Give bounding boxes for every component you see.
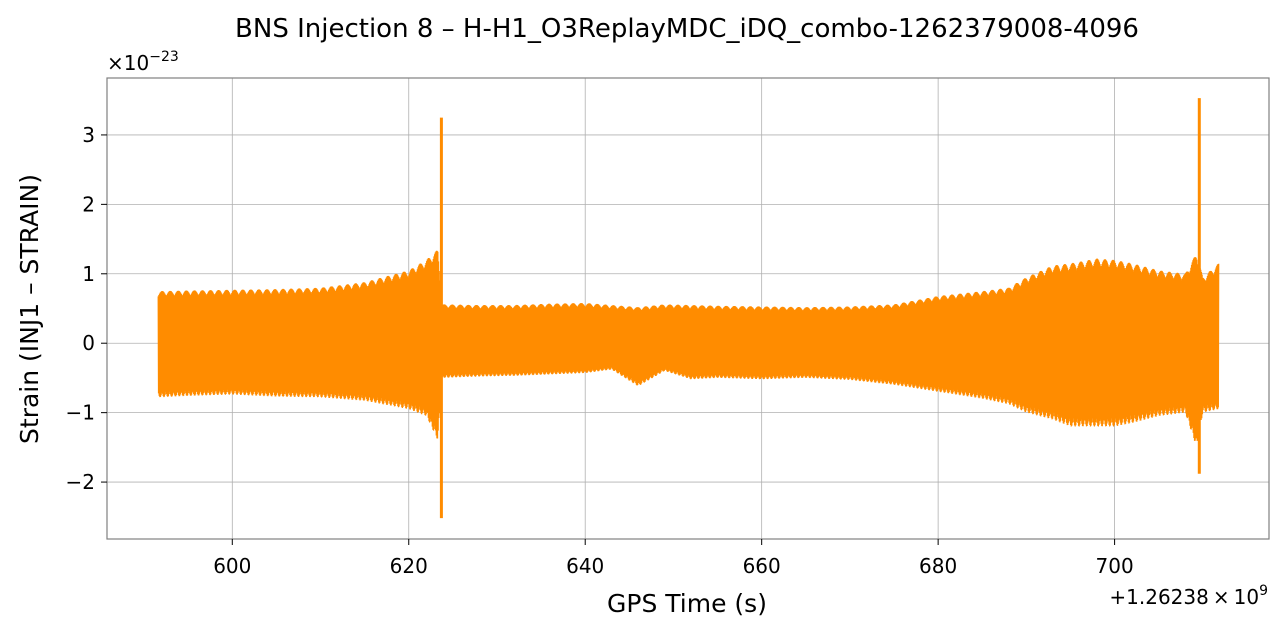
y-tick-label: 0: [82, 331, 95, 355]
y-axis-label: Strain (INJ1 – STRAIN): [15, 174, 44, 444]
y-tick-label: −2: [66, 470, 95, 494]
x-tick-label: 660: [743, 554, 781, 578]
x-axis-label: GPS Time (s): [607, 589, 767, 618]
x-offset-times: ×: [1213, 585, 1230, 609]
y-scale-base: 10: [124, 51, 149, 75]
axis-ticks: 600 620 640 660 680 700 −2 −1 0 1 2 3: [66, 123, 1134, 578]
y-scale-times: ×: [107, 51, 124, 75]
y-scale-factor: ×10−23: [107, 49, 179, 75]
strain-series-line: [157, 250, 1220, 441]
x-tick-label: 680: [919, 554, 957, 578]
strain-series-spikes: [439, 98, 1201, 519]
x-offset-text: +1.26238 × 109: [1109, 583, 1268, 609]
y-tick-label: 2: [82, 192, 95, 216]
x-tick-label: 700: [1096, 554, 1134, 578]
y-tick-label: −1: [66, 401, 95, 425]
x-tick-label: 600: [213, 554, 251, 578]
axes-frame: [106, 77, 1270, 540]
x-tick-label: 640: [566, 554, 604, 578]
y-tick-label: 1: [82, 262, 95, 286]
x-tick-label: 620: [390, 554, 428, 578]
x-offset-prefix: +1.26238: [1109, 585, 1208, 609]
y-scale-exponent: −23: [149, 49, 179, 65]
x-offset-base: 10: [1234, 585, 1259, 609]
y-tick-label: 3: [82, 123, 95, 147]
chart-title: BNS Injection 8 – H-H1_O3ReplayMDC_iDQ_c…: [235, 14, 1139, 44]
plot-area: [157, 98, 1220, 519]
x-offset-exponent: 9: [1259, 583, 1268, 599]
